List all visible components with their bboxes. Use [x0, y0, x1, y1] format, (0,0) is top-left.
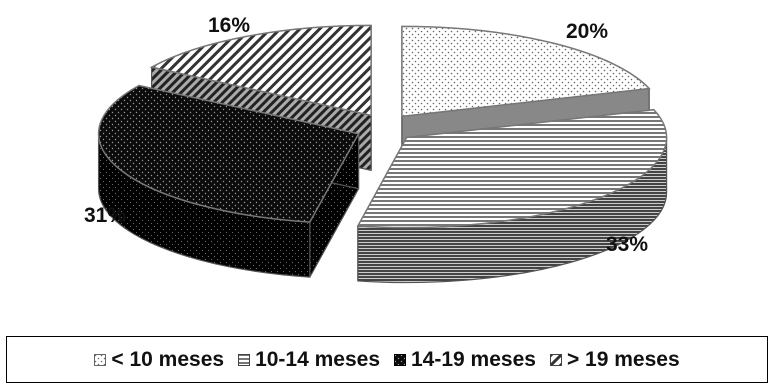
legend-label-greater-19: > 19 meses	[566, 347, 680, 371]
legend-swatch-darkdots-icon	[394, 353, 406, 366]
legend-swatch-dots-icon	[94, 353, 107, 366]
legend-label-less-10: < 10 meses	[111, 347, 225, 371]
legend-label-10-14: 10-14 meses	[255, 347, 380, 371]
legend-swatch-hlines-icon	[238, 353, 251, 366]
pie-slices	[97, 24, 668, 284]
legend-item-10-14: 10-14 meses	[238, 348, 380, 372]
legend-item-14-19: 14-19 meses	[394, 348, 536, 372]
chart-legend: < 10 meses 10-14 meses 14-19 meses > 19 …	[6, 336, 768, 383]
pie-chart: 20% 33% 31% 16%	[84, 14, 668, 284]
pct-label-10-14: 33%	[606, 233, 649, 256]
legend-label-14-19: 14-19 meses	[411, 347, 536, 371]
slice-top-less-10	[401, 25, 651, 118]
pct-label-14-19: 31%	[84, 204, 127, 227]
pct-label-less-10: 20%	[566, 20, 609, 43]
pct-label-greater-19: 16%	[208, 14, 251, 37]
slice-top-10-14	[356, 108, 668, 229]
slice-top-greater-19	[149, 24, 372, 117]
legend-swatch-diagonal-icon	[549, 353, 562, 366]
legend-item-greater-19: > 19 meses	[549, 347, 680, 372]
slice-top-14-19	[97, 84, 360, 223]
legend-item-less-10: < 10 meses	[94, 348, 224, 372]
pie-chart-svg	[97, 24, 668, 284]
